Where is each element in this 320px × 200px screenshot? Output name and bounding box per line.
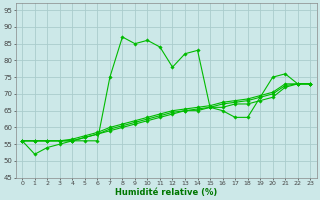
X-axis label: Humidité relative (%): Humidité relative (%) — [115, 188, 217, 197]
